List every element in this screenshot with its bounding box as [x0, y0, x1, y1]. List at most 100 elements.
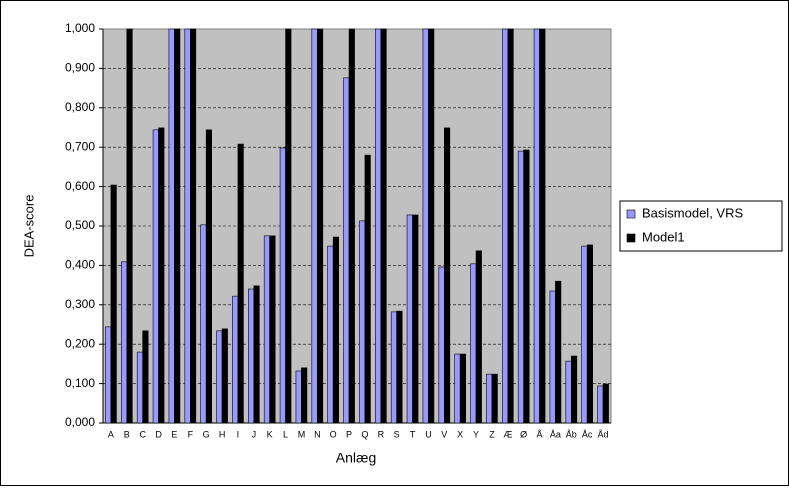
- bar: [555, 280, 562, 424]
- bar: [475, 250, 482, 424]
- bar: [523, 149, 530, 424]
- x-tick-label: Åb: [566, 429, 577, 439]
- bar: [507, 28, 514, 424]
- y-tick-label: 0,500: [65, 218, 95, 232]
- bar: [359, 220, 366, 424]
- y-tick-label: 0,900: [65, 61, 95, 75]
- bar: [190, 28, 197, 424]
- x-tick-label: K: [267, 429, 273, 439]
- bar: [581, 245, 588, 424]
- x-tick-label: N: [314, 429, 321, 439]
- bar: [332, 236, 339, 424]
- legend-label: Basismodel, VRS: [642, 205, 743, 220]
- x-tick-label: I: [237, 429, 240, 439]
- y-tick-label: 0,100: [65, 376, 95, 390]
- bar: [184, 28, 191, 424]
- bar: [343, 77, 350, 424]
- x-tick-label: M: [298, 429, 306, 439]
- legend: [619, 200, 783, 252]
- bar: [279, 147, 286, 424]
- bar: [253, 285, 260, 424]
- bar: [285, 28, 292, 424]
- x-tick-label: Q: [361, 429, 368, 439]
- bar: [491, 373, 498, 424]
- x-tick-label: A: [108, 429, 114, 439]
- bar: [348, 28, 355, 424]
- y-tick-label: 0,000: [65, 415, 95, 429]
- x-tick-label: F: [188, 429, 194, 439]
- x-tick-label: Ø: [520, 429, 527, 439]
- x-tick-label: Å: [537, 429, 543, 439]
- bar: [205, 129, 212, 424]
- bar: [126, 28, 133, 424]
- bar: [565, 360, 572, 424]
- bar: [597, 385, 604, 424]
- bar: [168, 28, 175, 424]
- bar: [539, 28, 546, 424]
- bar: [158, 127, 165, 424]
- x-tick-label: Åc: [582, 429, 593, 439]
- bar: [428, 28, 435, 424]
- bar: [269, 235, 276, 424]
- bar: [533, 28, 540, 424]
- y-tick-label: 0,200: [65, 336, 95, 350]
- bar: [470, 263, 477, 424]
- y-tick-label: 0,700: [65, 139, 95, 153]
- bar: [232, 295, 239, 424]
- bar: [364, 154, 371, 424]
- legend-swatch: [626, 209, 636, 219]
- x-tick-label: T: [410, 429, 416, 439]
- y-tick-label: 0,800: [65, 100, 95, 114]
- bar: [237, 143, 244, 424]
- y-tick-label: 1,000: [65, 21, 95, 35]
- bar: [248, 288, 255, 424]
- bar: [105, 326, 112, 424]
- x-tick-label: H: [219, 429, 226, 439]
- bar: [136, 351, 143, 424]
- bar: [571, 355, 578, 424]
- x-tick-label: Æ: [503, 429, 512, 439]
- legend-swatch: [626, 233, 636, 243]
- bar: [327, 245, 334, 424]
- x-tick-label: P: [346, 429, 352, 439]
- x-tick-label: L: [283, 429, 288, 439]
- x-tick-label: U: [425, 429, 432, 439]
- bar: [110, 184, 117, 424]
- bar: [121, 261, 128, 424]
- bar: [380, 28, 387, 424]
- y-tick-label: 0,600: [65, 179, 95, 193]
- bar: [317, 28, 324, 424]
- x-tick-label: Z: [489, 429, 495, 439]
- bar: [454, 353, 461, 424]
- bar: [459, 353, 466, 424]
- legend-label: Model1: [642, 229, 685, 244]
- bar: [602, 383, 609, 424]
- bar: [396, 310, 403, 424]
- x-tick-label: Åa: [550, 429, 561, 439]
- x-tick-label: G: [203, 429, 210, 439]
- bar: [221, 328, 228, 424]
- bar: [142, 330, 149, 424]
- bar: [517, 150, 524, 424]
- bar: [444, 127, 451, 424]
- x-tick-label: C: [139, 429, 146, 439]
- bar: [586, 244, 593, 424]
- x-tick-label: Y: [473, 429, 479, 439]
- y-tick-label: 0,300: [65, 297, 95, 311]
- bar: [263, 235, 270, 424]
- x-axis-title: Anlæg: [336, 450, 376, 466]
- bar: [412, 214, 419, 424]
- bar: [200, 224, 207, 424]
- bar: [375, 28, 382, 424]
- bar: [174, 28, 181, 424]
- bar: [486, 373, 493, 424]
- x-tick-label: X: [457, 429, 463, 439]
- bar: [406, 214, 413, 424]
- x-tick-label: Åd: [598, 429, 609, 439]
- bar: [301, 367, 308, 424]
- x-tick-label: O: [330, 429, 337, 439]
- bar: [438, 266, 445, 424]
- bar: [311, 28, 318, 424]
- y-tick-label: 0,400: [65, 258, 95, 272]
